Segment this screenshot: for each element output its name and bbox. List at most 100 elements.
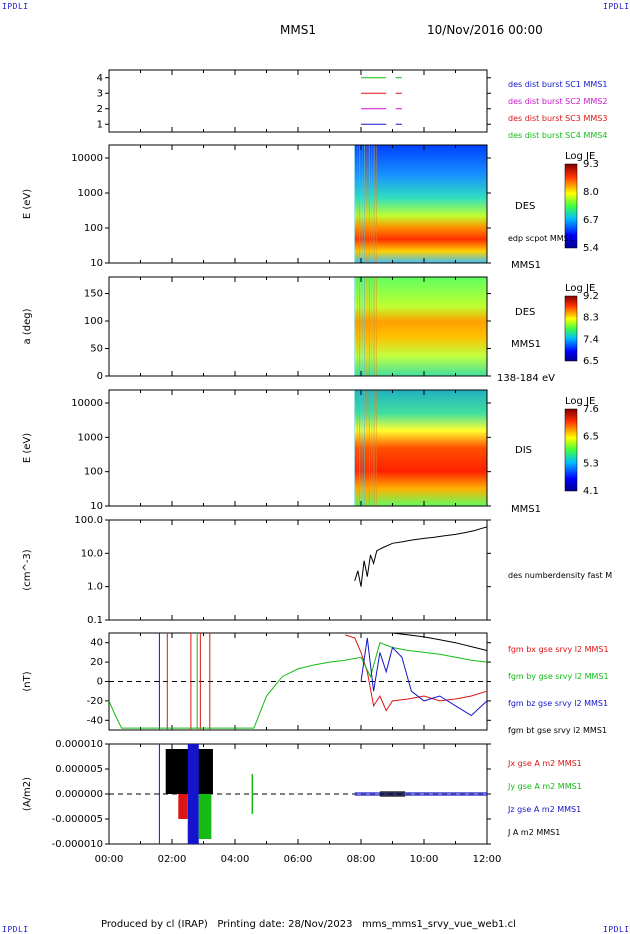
- fgm-ylabel: (nT): [22, 671, 33, 691]
- y-tick-label: 40: [90, 638, 103, 649]
- corner-label-bottom-left: IPDLI: [2, 925, 29, 934]
- footer-credit: Produced by cl (IRAP) Printing date: 28/…: [101, 919, 516, 930]
- x-tick-label: 10:00: [410, 854, 439, 865]
- dis-energy-right-label: DIS: [515, 445, 532, 456]
- des-energy-sc-label: MMS1: [511, 260, 541, 271]
- burst-legend-1: des dist burst SC1 MMS1: [508, 80, 607, 89]
- y-tick-label: 10: [90, 501, 103, 512]
- burst-legend-2: des dist burst SC2 MMS2: [508, 97, 607, 106]
- colorbar-tick-label: 8.3: [583, 313, 599, 324]
- colorbar-tick-label: 7.4: [583, 334, 599, 345]
- des-pitch-sc-label: MMS1: [511, 339, 541, 350]
- density-legend: des numberdensity fast M: [508, 571, 612, 580]
- density-line: [354, 526, 488, 587]
- density-ylabel: (cm^-3): [22, 549, 33, 590]
- colorbar-title: Log JE: [565, 396, 595, 407]
- y-tick-label: -0.000005: [52, 814, 103, 825]
- current-ylabel: (A/m2): [22, 777, 33, 811]
- des-energy-note: edp scpot MMS1: [508, 234, 574, 243]
- corner-label-top-right: IPDLI: [603, 2, 630, 11]
- y-tick-label: 1.0: [87, 582, 103, 593]
- colorbar-tick-label: 9.3: [583, 159, 599, 170]
- colorbar-tick-label: 5.3: [583, 459, 599, 470]
- colorbar-tick-label: 6.5: [583, 356, 599, 367]
- dis_energy-ylabel: E (eV): [22, 433, 33, 463]
- colorbar-tick-label: 4.1: [583, 486, 599, 497]
- colorbar-tick-label: 8.0: [583, 187, 599, 198]
- y-tick-label: 0: [97, 677, 103, 688]
- colorbar-3: [564, 408, 578, 492]
- y-tick-label: 100: [84, 467, 103, 478]
- current-jx-burst: [178, 794, 188, 819]
- colorbar-title: Log JE: [565, 151, 595, 162]
- fgm-line-bz: [360, 637, 488, 717]
- burst-panel: [108, 69, 488, 133]
- x-tick-label: 04:00: [221, 854, 250, 865]
- y-tick-label: 2: [97, 104, 103, 115]
- x-tick-label: 08:00: [347, 854, 376, 865]
- y-tick-label: -0.000010: [52, 839, 103, 850]
- y-tick-label: 1000: [78, 432, 103, 443]
- current-late-noise: [354, 792, 487, 796]
- colorbar-tick-label: 9.2: [583, 291, 599, 302]
- y-tick-label: 100: [84, 316, 103, 327]
- fgm-line-by: [108, 642, 488, 729]
- current-jy-burst: [198, 794, 212, 839]
- fgm-legend-3: fgm bz gse srvy l2 MMS1: [508, 699, 608, 708]
- corner-label-top-left: IPDLI: [2, 2, 29, 11]
- x-tick-label: 00:00: [95, 854, 124, 865]
- footer-printing-date: Printing date: 28/Nov/2023: [217, 919, 353, 930]
- density-panel: [108, 519, 488, 621]
- colorbar-1: [564, 163, 578, 249]
- datetime-title: 10/Nov/2016 00:00: [427, 23, 543, 37]
- colorbar-2: [564, 295, 578, 362]
- current-jz-burst: [187, 744, 199, 844]
- colorbar-tick-label: 6.7: [583, 215, 599, 226]
- des-pitch-energy-range: 138-184 eV: [497, 373, 555, 384]
- y-tick-label: 20: [90, 657, 103, 668]
- des_pitch-ylabel: a (deg): [22, 308, 33, 344]
- x-tick-label: 12:00: [473, 854, 502, 865]
- current-legend-3: Jz gse A m2 MMS1: [507, 805, 581, 814]
- colorbar-tick-label: 7.6: [583, 404, 599, 415]
- x-tick-label: 06:00: [284, 854, 313, 865]
- y-tick-label: 1: [97, 119, 103, 130]
- y-tick-label: 150: [84, 289, 103, 300]
- x-tick-label: 02:00: [158, 854, 187, 865]
- burst-legend-3: des dist burst SC3 MMS3: [508, 114, 607, 123]
- y-tick-label: 0.1: [87, 615, 103, 626]
- y-tick-label: -40: [87, 715, 103, 726]
- y-tick-label: 100: [84, 223, 103, 234]
- y-tick-label: 10000: [71, 398, 103, 409]
- spacecraft-title: MMS1: [280, 23, 316, 37]
- current-legend-4: J A m2 MMS1: [507, 828, 560, 837]
- colorbar-title: Log JE: [565, 283, 595, 294]
- y-tick-label: 0.000000: [55, 789, 103, 800]
- current-legend-2: Jy gse A m2 MMS1: [507, 782, 582, 791]
- colorbar-tick-label: 5.4: [583, 243, 599, 254]
- y-tick-label: 10.0: [81, 548, 103, 559]
- burst-legend-4: des dist burst SC4 MMS4: [508, 131, 607, 140]
- y-tick-label: 0.000005: [55, 764, 103, 775]
- fgm-legend-4: fgm bt gse srvy l2 MMS1: [508, 726, 607, 735]
- y-tick-label: 0: [97, 371, 103, 382]
- dis-energy-sc-label: MMS1: [511, 504, 541, 515]
- y-tick-label: 10: [90, 258, 103, 269]
- colorbar-tick-label: 6.5: [583, 431, 599, 442]
- y-tick-label: -20: [87, 696, 103, 707]
- current-legend-1: Jx gse A m2 MMS1: [507, 759, 582, 768]
- y-tick-label: 3: [97, 88, 103, 99]
- y-tick-label: 100.0: [74, 515, 103, 526]
- corner-label-bottom-right: IPDLI: [603, 925, 630, 934]
- y-tick-label: 50: [90, 344, 103, 355]
- des_energy-ylabel: E (eV): [22, 189, 33, 219]
- current-late-noise: [379, 791, 406, 797]
- des-energy-right-label: DES: [515, 201, 535, 212]
- y-tick-label: 4: [97, 73, 103, 84]
- footer-produced-by: Produced by cl (IRAP): [101, 919, 208, 930]
- fgm-legend-2: fgm by gse srvy l2 MMS1: [508, 672, 609, 681]
- fgm-line-bt: [361, 632, 488, 651]
- y-tick-label: 10000: [71, 153, 103, 164]
- des-pitch-right-label: DES: [515, 307, 535, 318]
